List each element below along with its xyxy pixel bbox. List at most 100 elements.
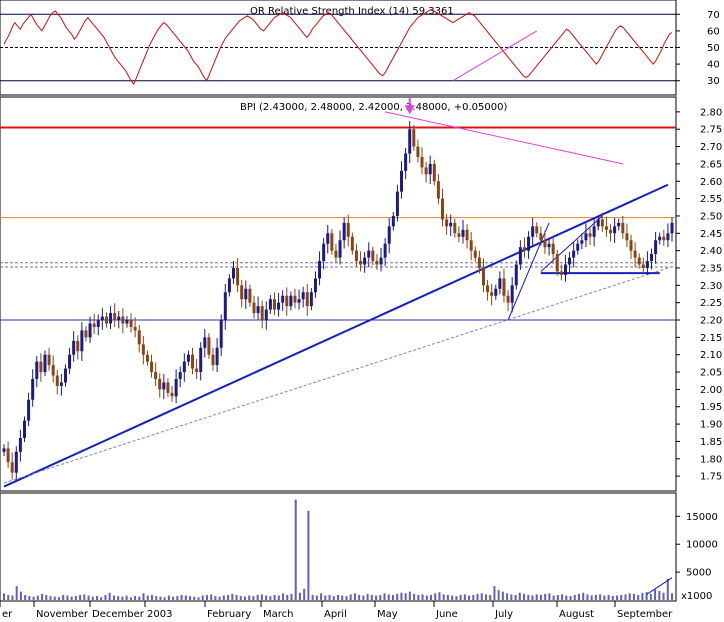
price-candle	[305, 292, 309, 307]
price-candle	[625, 233, 629, 241]
volume-bar	[117, 596, 120, 600]
volume-bar	[129, 597, 132, 600]
price-candle	[621, 222, 625, 234]
volume-bar	[442, 594, 445, 600]
price-candle	[174, 378, 178, 397]
rsi-line	[3, 8, 673, 85]
price-candle	[436, 181, 440, 199]
volume-bar	[197, 597, 200, 600]
price-candle	[117, 316, 121, 321]
price-candle	[498, 278, 502, 289]
price-candle	[51, 365, 55, 376]
volume-bar	[100, 597, 103, 600]
price-candle	[481, 267, 485, 286]
volume-bar	[611, 596, 614, 600]
price-candle	[186, 354, 190, 362]
volume-bar	[3, 593, 5, 600]
price-candle	[367, 250, 371, 258]
price-candle	[55, 375, 59, 386]
price-candle	[645, 261, 649, 268]
price-tick-label: 1.85	[700, 437, 722, 448]
price-candle	[432, 163, 436, 182]
volume-bar	[493, 586, 496, 600]
price-candle	[539, 233, 543, 241]
price-candle	[289, 295, 293, 307]
volume-bar	[484, 594, 487, 600]
price-candle	[600, 219, 604, 227]
price-candle	[121, 316, 125, 324]
price-candle	[281, 295, 285, 303]
volume-bar	[328, 594, 331, 600]
x-axis-label: September	[617, 609, 673, 620]
price-panel-frame	[0, 96, 677, 492]
rsi-tick-label: 50	[707, 43, 720, 54]
price-candle	[654, 240, 658, 255]
volume-bar	[539, 594, 542, 600]
price-trendline	[385, 111, 623, 165]
price-candle	[326, 233, 330, 244]
volume-bar	[599, 594, 602, 600]
price-candle	[494, 288, 498, 296]
volume-bar	[104, 594, 107, 600]
price-candle	[666, 233, 670, 241]
price-candle	[145, 354, 149, 362]
price-tick-label: 2.65	[700, 159, 722, 170]
volume-bar	[451, 595, 454, 600]
volume-bar	[41, 593, 44, 600]
volume-bar	[7, 594, 10, 600]
price-candle	[461, 229, 465, 237]
volume-bar	[637, 594, 640, 600]
volume-bar	[193, 596, 196, 600]
volume-bar	[62, 594, 65, 600]
volume-tick-label: 15000	[686, 512, 718, 523]
volume-bar	[66, 595, 69, 600]
price-candle	[215, 347, 219, 366]
price-candle	[473, 250, 477, 258]
volume-bar	[222, 595, 225, 600]
price-candle	[240, 285, 244, 300]
price-tick-label: 2.75	[700, 125, 722, 136]
price-candle	[555, 254, 559, 272]
volume-bar	[654, 589, 657, 600]
price-candle	[420, 156, 424, 168]
price-candle	[191, 354, 195, 369]
volume-bar	[421, 594, 424, 600]
volume-bar	[616, 595, 619, 600]
price-candle	[88, 323, 92, 338]
volume-bar	[594, 594, 597, 600]
volume-bar	[387, 594, 390, 600]
price-candle	[129, 320, 133, 327]
rsi-trendline	[452, 30, 538, 82]
volume-unit-label: x1000	[681, 591, 712, 602]
volume-bar	[260, 594, 263, 600]
volume-bar	[36, 595, 39, 600]
price-candle	[125, 320, 129, 324]
volume-bar	[628, 593, 631, 600]
volume-bar	[353, 593, 356, 600]
price-candle	[178, 372, 182, 379]
price-candle	[63, 368, 67, 383]
price-candle	[354, 250, 358, 262]
price-tick-label: 2.05	[700, 368, 722, 379]
volume-bar	[163, 597, 166, 600]
price-candle	[293, 295, 297, 303]
volume-bar	[624, 594, 627, 600]
x-axis-label: March	[263, 609, 293, 620]
price-tick-label: 2.45	[700, 229, 722, 240]
price-candle	[182, 361, 186, 373]
volume-bar	[49, 596, 52, 600]
volume-bar	[370, 594, 373, 600]
volume-bar	[523, 593, 526, 600]
volume-bar	[311, 594, 314, 600]
volume-bar	[282, 593, 285, 600]
price-candle	[10, 462, 14, 473]
volume-bar	[641, 592, 644, 600]
price-candle	[531, 226, 535, 237]
volume-bar	[121, 596, 124, 600]
volume-bar	[417, 594, 420, 600]
volume-bar	[662, 592, 665, 600]
price-candle	[137, 330, 141, 345]
volume-bar	[134, 596, 137, 600]
x-axis: er November December 2003 February March April…	[0, 600, 676, 620]
